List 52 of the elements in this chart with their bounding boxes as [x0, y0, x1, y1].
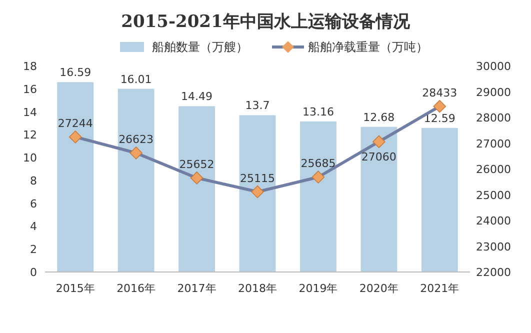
data-label: 25685 — [300, 157, 336, 170]
legend-label: 船舶净载重量（万吨） — [308, 40, 428, 54]
y-tick-label: 14 — [23, 106, 37, 119]
y2-tick-label: 26000 — [476, 163, 511, 176]
x-tick-label: 2019年 — [298, 282, 338, 295]
data-label: 12.68 — [363, 110, 395, 124]
x-tick-label: 2021年 — [420, 282, 460, 295]
y2-tick-label: 29000 — [476, 86, 511, 99]
y-tick-label: 6 — [30, 197, 37, 210]
bar — [57, 82, 94, 272]
bar — [239, 115, 276, 272]
y-tick-label: 8 — [30, 174, 37, 188]
y-tick-label: 2 — [30, 243, 37, 256]
y2-tick-label: 27000 — [476, 137, 511, 150]
data-label: 12.59 — [424, 112, 456, 125]
legend-label: 船舶数量（万艘） — [152, 40, 248, 54]
x-tick-label: 2017年 — [177, 282, 216, 295]
y-tick-label: 12 — [23, 128, 37, 142]
bar — [300, 121, 336, 272]
data-label: 27060 — [361, 150, 396, 164]
bar — [360, 126, 398, 272]
y2-tick-label: 30000 — [476, 60, 511, 73]
y2-tick-label: 23000 — [476, 240, 511, 254]
y-tick-label: 10 — [23, 152, 37, 165]
legend-船舶净载重量（万吨）: 船舶净载重量（万吨） — [272, 40, 428, 54]
y2-tick-label: 24000 — [476, 214, 511, 228]
y-tick-label: 16 — [23, 82, 37, 96]
data-label: 27244 — [58, 116, 93, 130]
data-label: 28433 — [422, 86, 458, 100]
y-tick-label: 0 — [30, 266, 37, 279]
data-label: 13.16 — [302, 105, 334, 118]
data-label: 16.01 — [120, 72, 152, 86]
data-label: 26623 — [118, 132, 154, 146]
x-tick-label: 2020年 — [359, 282, 398, 295]
bar — [178, 106, 215, 272]
y2-tick-label: 28000 — [476, 112, 511, 124]
bar — [118, 88, 154, 272]
y-tick-label: 18 — [23, 60, 37, 73]
data-label: 13.7 — [245, 99, 270, 112]
x-tick-label: 2016年 — [116, 282, 156, 295]
data-label: 25115 — [240, 172, 275, 185]
y-tick-label: 4 — [30, 220, 37, 234]
legend-船舶数量（万艘）: 船舶数量（万艘） — [120, 40, 248, 54]
x-tick-label: 2015年 — [56, 282, 95, 295]
chart-title: 2015-2021年中国水上运输设备情况 — [121, 12, 411, 32]
y2-tick-label: 22000 — [476, 266, 511, 279]
data-label: 25652 — [179, 158, 214, 171]
data-label: 16.59 — [60, 66, 92, 80]
data-label: 14.49 — [181, 90, 213, 104]
y2-tick-label: 25000 — [476, 188, 511, 202]
bar — [421, 128, 458, 272]
x-tick-label: 2018年 — [238, 282, 277, 295]
